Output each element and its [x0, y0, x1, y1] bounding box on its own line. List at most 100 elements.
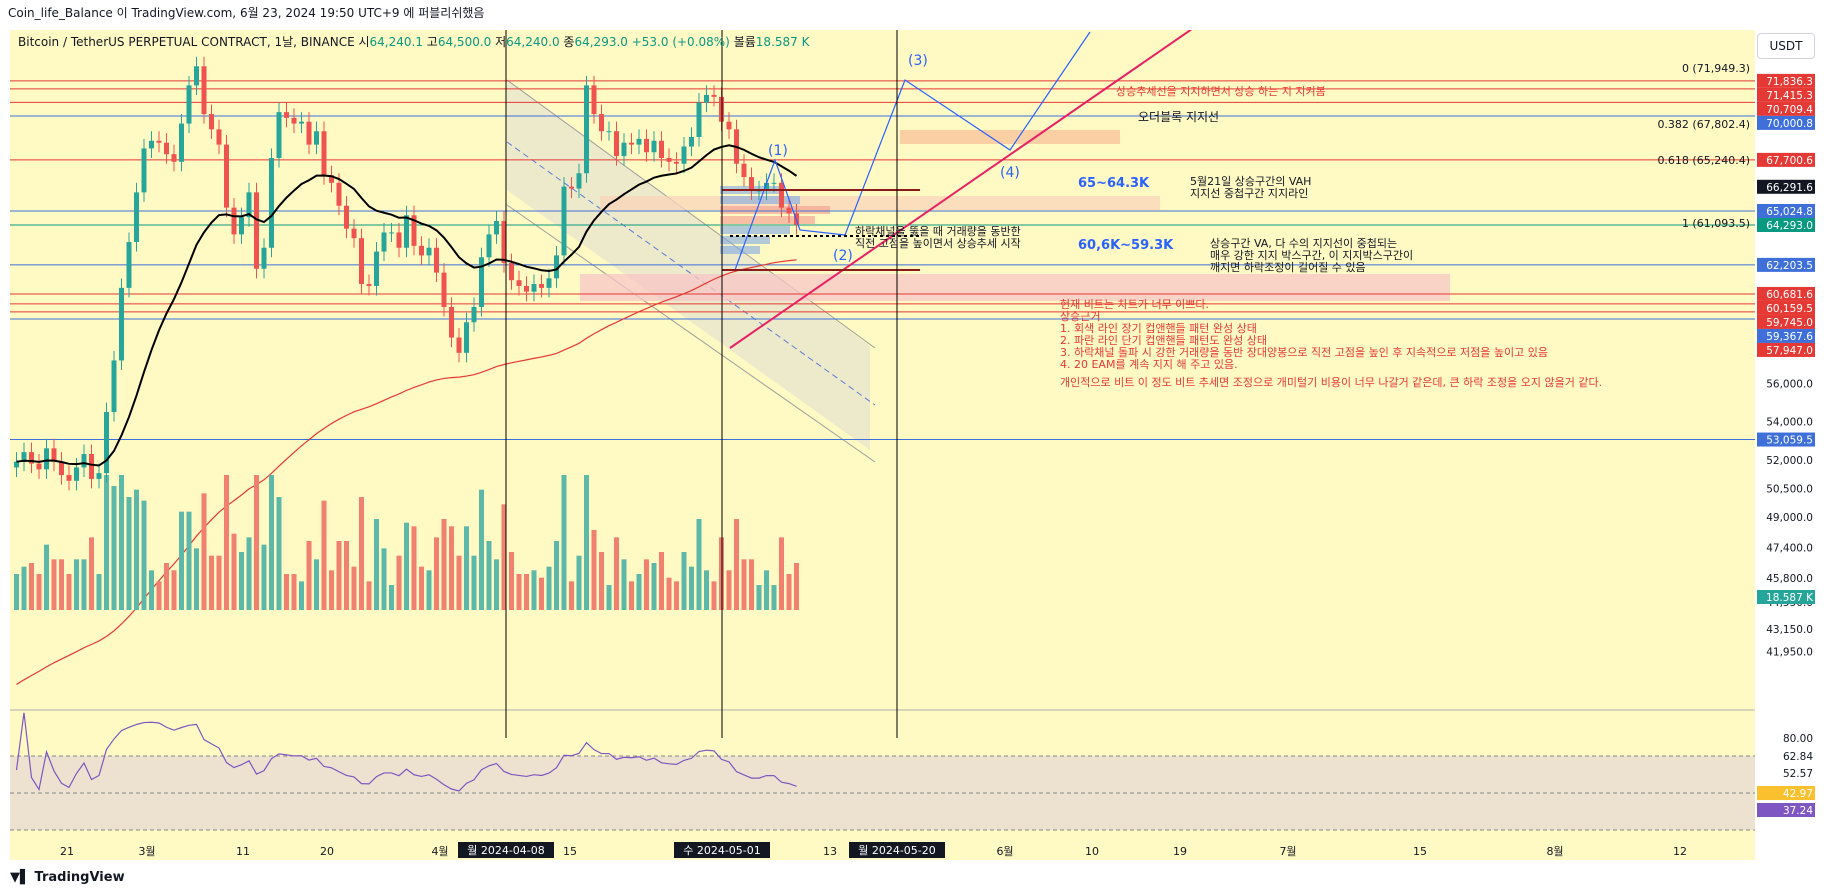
candle-body: [164, 142, 169, 155]
candle: [179, 114, 184, 172]
price-axis-label: 65,024.8: [1766, 206, 1813, 218]
volume-bar: [434, 537, 439, 610]
candle: [374, 242, 379, 296]
symbol-name[interactable]: Bitcoin / TetherUS PERPETUAL CONTRACT, 1…: [18, 35, 355, 49]
candle: [269, 148, 274, 258]
low-label: 저: [495, 35, 507, 49]
volume-bar: [366, 581, 372, 610]
price-tag-bg: [1757, 87, 1815, 102]
volume-bar: [644, 559, 649, 610]
tradingview-logo[interactable]: ▼▌ TradingView: [10, 870, 125, 885]
candle-body: [599, 114, 604, 132]
candle-body: [261, 247, 267, 269]
candle: [261, 238, 267, 279]
candle: [621, 133, 627, 166]
volume-bar: [231, 533, 237, 610]
volume-bar: [246, 537, 252, 610]
candle: [21, 442, 27, 472]
candle: [494, 211, 499, 244]
price-axis-label: 56,000.0: [1766, 378, 1813, 390]
rsi-axis-label: 62.84: [1783, 751, 1813, 763]
candle: [344, 196, 349, 239]
candle-body: [614, 131, 619, 157]
volume-bar: [666, 577, 672, 610]
candle: [449, 297, 454, 348]
candle: [284, 102, 289, 128]
candle: [119, 278, 124, 370]
time-axis-label: 11: [236, 845, 250, 858]
candle: [336, 173, 342, 216]
volume-bar: [576, 555, 582, 610]
candles: [14, 56, 799, 491]
channel-mid-line: [506, 141, 876, 406]
volume-bar: [591, 530, 597, 610]
candle: [89, 444, 94, 489]
candle: [509, 253, 514, 290]
candle: [104, 402, 109, 483]
candle: [194, 56, 199, 95]
candle-body: [306, 121, 312, 145]
candle: [231, 198, 237, 244]
candle: [291, 108, 297, 134]
volume-bar: [239, 552, 244, 610]
note-vah-1: 5월21일 상승구간의 VAH: [1190, 174, 1311, 188]
candle: [306, 112, 312, 155]
chart-canvas[interactable]: 0 (71,949.3) 0.382 (67,802.4) 0.618 (65,…: [10, 19, 1817, 860]
time-axis-label: 15: [1413, 845, 1427, 858]
candle: [299, 112, 304, 134]
price-axis-label: 54,000.0: [1766, 417, 1813, 429]
candle-body: [471, 306, 477, 323]
candle-body: [299, 121, 304, 124]
uptrend-line[interactable]: [729, 19, 1206, 349]
candle: [606, 121, 612, 141]
volume-bar: [486, 541, 492, 610]
candle-body: [681, 146, 687, 164]
candle-body: [141, 148, 147, 193]
candle-body: [231, 207, 237, 235]
volume-bar: [584, 475, 589, 610]
candle-body: [179, 123, 184, 162]
candle-body: [276, 112, 282, 158]
candle: [164, 133, 169, 164]
price-axis-label: 66,291.6: [1766, 182, 1813, 194]
candle-body: [284, 112, 289, 118]
candle-body: [374, 251, 379, 286]
time-axis-label: 6월: [996, 845, 1013, 858]
price-tag-bg: [1757, 101, 1815, 116]
price-axis-label: 60,681.6: [1766, 289, 1813, 301]
price-axis: 71,836.3 71,415.3 70,709.4 70,000.8 67,700.6…: [1757, 73, 1815, 659]
price-axis-label: 53,059.5: [1766, 435, 1813, 447]
candle: [186, 75, 192, 134]
candle-body: [546, 278, 552, 288]
volume-value: 18.587 K: [755, 35, 810, 49]
volume-bars: [14, 475, 799, 610]
candle: [141, 138, 147, 202]
candle: [156, 131, 162, 153]
note-channel-2: 직전 고점을 높이면서 상승추세 시작: [855, 237, 1021, 250]
volume-bar: [261, 544, 267, 610]
candle-body: [771, 182, 777, 184]
candle: [681, 136, 687, 174]
candle-body: [659, 140, 664, 158]
volume-bar: [374, 519, 379, 610]
candle-body: [779, 182, 784, 208]
candle: [359, 228, 364, 294]
candle-body: [29, 452, 34, 464]
rsi-axis: 80.00 62.84 52.57 42.97 37.24: [1757, 733, 1815, 817]
volume-bar: [636, 574, 642, 610]
candle-body: [44, 448, 49, 470]
summary-line-1: 상승근거: [1060, 310, 1100, 323]
volume-bar: [314, 559, 319, 610]
candle: [59, 452, 64, 485]
candle-body: [201, 66, 207, 115]
rsi-tag-bg: [1757, 803, 1815, 817]
candle-body: [426, 247, 432, 256]
candle: [171, 144, 177, 172]
volume-bar: [531, 570, 537, 610]
note-va-1: 상승구간 VA, 다 수의 지지선이 중첩되는: [1210, 237, 1397, 250]
candle: [126, 232, 132, 298]
candle-body: [456, 337, 462, 353]
currency-button[interactable]: USDT: [1757, 33, 1815, 59]
volume-bar: [111, 486, 117, 610]
volume-bar: [149, 570, 154, 610]
